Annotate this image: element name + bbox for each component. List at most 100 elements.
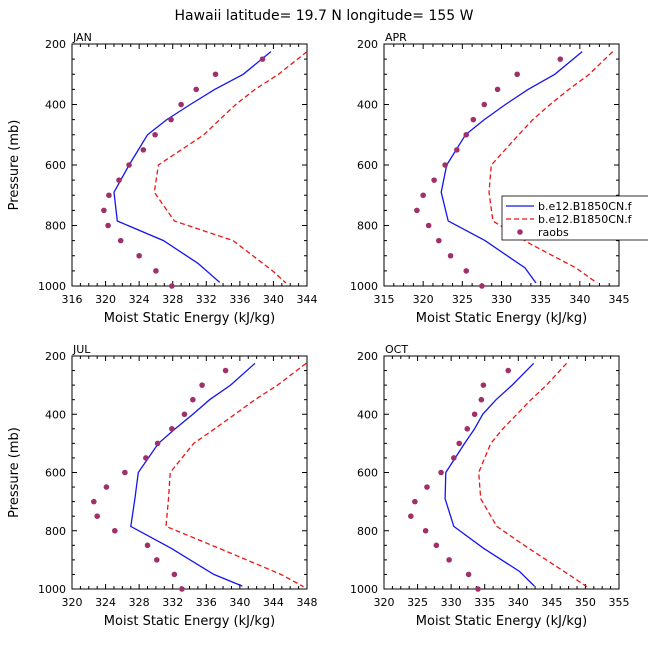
series-solid-line	[440, 51, 583, 284]
raobs-point	[101, 207, 107, 214]
x-tick-label: 328	[162, 293, 183, 306]
raobs-point	[463, 131, 470, 138]
raobs-point	[456, 440, 463, 447]
x-tick-label: 330	[441, 596, 462, 609]
raobs-point	[438, 469, 444, 476]
raobs-point	[140, 147, 147, 153]
raobs-point	[212, 71, 219, 78]
raobs-point	[94, 513, 100, 519]
plot-frame	[383, 355, 620, 590]
y-tick-label: 1000	[38, 280, 66, 293]
panel-label: JAN	[72, 31, 92, 44]
x-axis-label: Moist Static Energy (kJ/kg)	[416, 311, 587, 326]
x-tick-label: 320	[95, 293, 116, 306]
raobs-point	[478, 396, 485, 403]
y-tick-label: 400	[45, 408, 66, 421]
raobs-point	[465, 571, 472, 578]
raobs-point	[126, 162, 132, 168]
figure-title: Hawaii latitude= 19.7 N longitude= 155 W	[175, 8, 474, 24]
raobs-point	[222, 367, 229, 374]
y-tick-label: 1000	[350, 280, 378, 293]
raobs-point	[136, 252, 142, 259]
raobs-point	[422, 527, 429, 534]
x-tick-label: 320	[413, 293, 434, 306]
x-tick-label: 324	[129, 293, 150, 306]
x-tick-label: 320	[374, 596, 395, 609]
y-tick-label: 200	[45, 38, 66, 51]
raobs-point	[481, 101, 488, 108]
y-tick-label: 800	[357, 220, 378, 233]
raobs-point	[117, 237, 124, 244]
x-tick-label: 340	[263, 293, 284, 306]
raobs-point	[446, 557, 452, 563]
raobs-point	[116, 177, 122, 183]
legend-marker-dot	[517, 229, 523, 235]
y-tick-label: 200	[45, 350, 66, 363]
raobs-point	[143, 455, 149, 461]
raobs-point	[168, 116, 174, 123]
plot-frame	[71, 43, 308, 287]
raobs-point	[464, 426, 471, 432]
panel-apr: 315 320 325 330 335 340 345 200 400 600 800 1000 APR…	[350, 31, 630, 326]
x-tick-label: 324	[95, 596, 116, 609]
y-axis-label: Pressure (mb)	[7, 120, 22, 211]
legend-label: raobs	[538, 226, 569, 239]
y-tick-label: 400	[45, 99, 66, 112]
x-tick-label: 332	[162, 596, 183, 609]
plot-frame	[71, 355, 308, 590]
y-tick-label: 600	[45, 467, 66, 480]
series-raobs	[414, 56, 564, 289]
y-tick-label: 600	[357, 159, 378, 172]
raobs-point	[169, 283, 175, 289]
series-raobs	[101, 56, 266, 289]
y-tick-label: 200	[357, 38, 378, 51]
panels-group: 316 320 324 328 332 336 340 344 200 400 600 800 1000…	[7, 31, 630, 629]
x-tick-label: 332	[196, 293, 217, 306]
series-raobs	[91, 367, 229, 592]
raobs-point	[103, 484, 110, 490]
x-tick-label: 315	[374, 293, 395, 306]
series-dashed-line	[488, 51, 614, 284]
panel-label: OCT	[385, 343, 408, 356]
raobs-point	[494, 86, 501, 93]
x-tick-label: 344	[297, 293, 318, 306]
raobs-point	[412, 498, 418, 505]
raobs-point	[122, 469, 128, 476]
raobs-point	[152, 131, 158, 138]
raobs-point	[190, 396, 196, 403]
raobs-point	[471, 411, 478, 418]
raobs-point	[505, 367, 512, 374]
plot-frame	[383, 43, 620, 287]
raobs-point	[154, 440, 161, 447]
series-solid-line	[444, 362, 535, 587]
raobs-point	[480, 382, 487, 388]
x-tick-label: 344	[263, 596, 284, 609]
x-tick-label: 335	[474, 596, 495, 609]
raobs-point	[479, 283, 485, 289]
panel-label: JUL	[72, 343, 91, 356]
x-tick-label: 336	[196, 596, 217, 609]
x-tick-label: 345	[609, 293, 630, 306]
x-tick-label: 325	[407, 596, 428, 609]
raobs-point	[514, 71, 520, 78]
x-tick-label: 350	[575, 596, 596, 609]
raobs-point	[557, 56, 564, 62]
panel-oct: 320 325 330 335 340 345 350 355 200 400 600 800 1000…	[350, 343, 630, 629]
panel-jul: 320 324 328 332 336 340 344 348 200 400 600 800 1000…	[7, 343, 318, 629]
y-tick-label: 600	[357, 467, 378, 480]
x-tick-label: 316	[62, 293, 83, 306]
y-tick-label: 200	[357, 350, 378, 363]
x-axis-label: Moist Static Energy (kJ/kg)	[104, 614, 275, 629]
y-tick-label: 1000	[350, 583, 378, 596]
x-tick-label: 336	[229, 293, 250, 306]
y-tick-label: 400	[357, 99, 378, 112]
series-solid-line	[113, 51, 272, 283]
raobs-point	[451, 455, 457, 461]
y-tick-label: 800	[357, 525, 378, 538]
raobs-point	[425, 222, 432, 229]
x-tick-label: 348	[297, 596, 318, 609]
x-axis-label: Moist Static Energy (kJ/kg)	[416, 614, 587, 629]
raobs-point	[475, 586, 481, 592]
raobs-point	[408, 513, 414, 519]
